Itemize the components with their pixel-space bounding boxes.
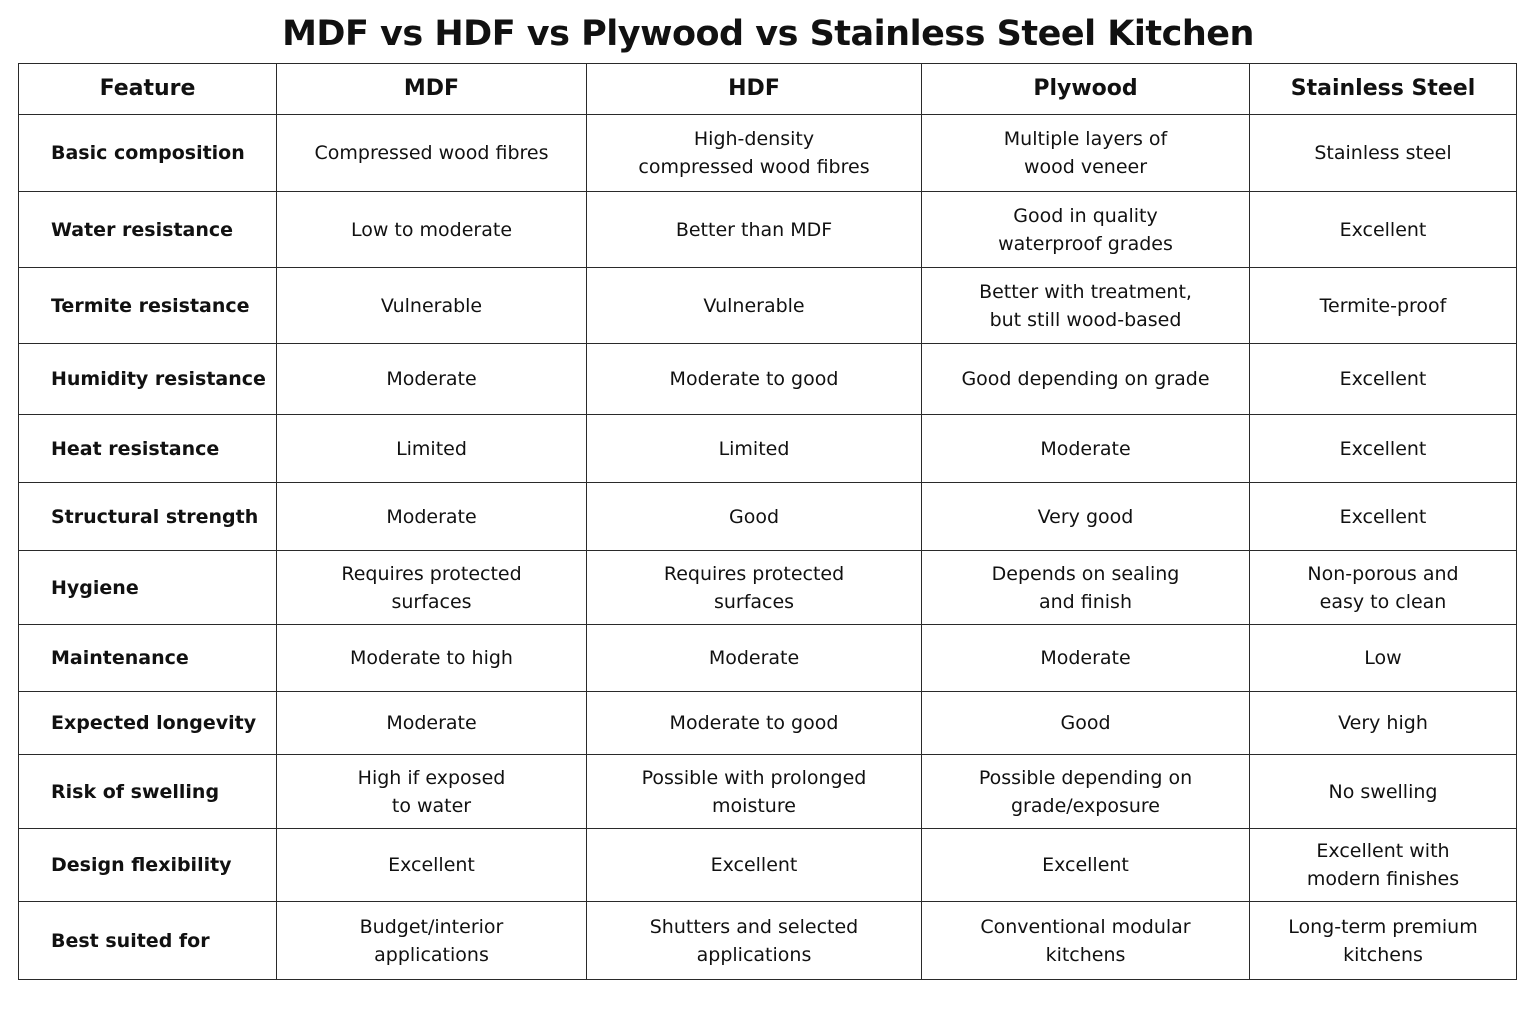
cell-stainless-steel: No swelling: [1249, 754, 1517, 829]
table-row: Expected longevity Moderate Moderate to go…: [18, 691, 1517, 755]
cell-plywood: Very good: [921, 482, 1250, 551]
cell-mdf: Compressed wood fibres: [276, 114, 587, 192]
header-plywood: Plywood: [921, 63, 1250, 115]
cell-stainless-steel: Non-porous and easy to clean: [1249, 550, 1517, 625]
cell-stainless-steel: Excellent: [1249, 414, 1517, 483]
cell-feature: Best suited for: [18, 901, 277, 980]
cell-hdf: High-density compressed wood fibres: [586, 114, 922, 192]
cell-mdf: High if exposed to water: [276, 754, 587, 829]
cell-stainless-steel: Termite-proof: [1249, 267, 1517, 344]
table-row: Heat resistance Limited Limited Moderate Exc…: [18, 414, 1517, 483]
cell-plywood: Excellent: [921, 828, 1250, 902]
table-row: Basic composition Compressed wood fibres H…: [18, 114, 1517, 192]
table-row: Water resistance Low to moderate Better th…: [18, 191, 1517, 268]
cell-plywood: Possible depending on grade/exposure: [921, 754, 1250, 829]
cell-feature: Risk of swelling: [18, 754, 277, 829]
cell-hdf: Good: [586, 482, 922, 551]
cell-hdf: Possible with prolonged moisture: [586, 754, 922, 829]
cell-plywood: Good: [921, 691, 1250, 755]
table-row: Hygiene Requires protected surfaces Requir…: [18, 550, 1517, 625]
cell-plywood: Conventional modular kitchens: [921, 901, 1250, 980]
cell-plywood: Moderate: [921, 624, 1250, 692]
table-header-row: Feature MDF HDF Plywood Stainless Steel: [18, 63, 1517, 115]
table-row: Best suited for Budget/interior applicati…: [18, 901, 1517, 980]
cell-mdf: Vulnerable: [276, 267, 587, 344]
header-hdf: HDF: [586, 63, 922, 115]
cell-feature: Maintenance: [18, 624, 277, 692]
cell-plywood: Good depending on grade: [921, 343, 1250, 415]
cell-mdf: Moderate: [276, 343, 587, 415]
cell-plywood: Moderate: [921, 414, 1250, 483]
cell-hdf: Vulnerable: [586, 267, 922, 344]
cell-hdf: Moderate: [586, 624, 922, 692]
header-stainless-steel: Stainless Steel: [1249, 63, 1517, 115]
cell-stainless-steel: Long-term premium kitchens: [1249, 901, 1517, 980]
cell-feature: Structural strength: [18, 482, 277, 551]
cell-feature: Heat resistance: [18, 414, 277, 483]
cell-hdf: Excellent: [586, 828, 922, 902]
cell-plywood: Depends on sealing and finish: [921, 550, 1250, 625]
cell-mdf: Excellent: [276, 828, 587, 902]
cell-mdf: Budget/interior applications: [276, 901, 587, 980]
cell-hdf: Limited: [586, 414, 922, 483]
cell-hdf: Better than MDF: [586, 191, 922, 268]
comparison-table: Feature MDF HDF Plywood Stainless Steel …: [18, 63, 1517, 980]
cell-hdf: Moderate to good: [586, 343, 922, 415]
header-mdf: MDF: [276, 63, 587, 115]
cell-feature: Hygiene: [18, 550, 277, 625]
cell-mdf: Moderate: [276, 691, 587, 755]
header-feature: Feature: [18, 63, 277, 115]
cell-mdf: Low to moderate: [276, 191, 587, 268]
page-title: MDF vs HDF vs Plywood vs Stainless Steel…: [282, 14, 1254, 54]
cell-feature: Design flexibility: [18, 828, 277, 902]
cell-plywood: Better with treatment, but still wood-ba…: [921, 267, 1250, 344]
cell-hdf: Shutters and selected applications: [586, 901, 922, 980]
cell-mdf: Requires protected surfaces: [276, 550, 587, 625]
cell-hdf: Requires protected surfaces: [586, 550, 922, 625]
cell-stainless-steel: Excellent: [1249, 343, 1517, 415]
cell-feature: Expected longevity: [18, 691, 277, 755]
cell-mdf: Moderate to high: [276, 624, 587, 692]
cell-mdf: Limited: [276, 414, 587, 483]
table-row: Humidity resistance Moderate Moderate to g…: [18, 343, 1517, 415]
cell-plywood: Multiple layers of wood veneer: [921, 114, 1250, 192]
cell-stainless-steel: Excellent: [1249, 191, 1517, 268]
cell-mdf: Moderate: [276, 482, 587, 551]
table-row: Maintenance Moderate to high Moderate Moder…: [18, 624, 1517, 692]
cell-hdf: Moderate to good: [586, 691, 922, 755]
cell-plywood: Good in quality waterproof grades: [921, 191, 1250, 268]
cell-stainless-steel: Excellent with modern finishes: [1249, 828, 1517, 902]
cell-stainless-steel: Stainless steel: [1249, 114, 1517, 192]
cell-feature: Basic composition: [18, 114, 277, 192]
cell-stainless-steel: Excellent: [1249, 482, 1517, 551]
table-row: Design flexibility Excellent Excellent Exce…: [18, 828, 1517, 902]
cell-stainless-steel: Very high: [1249, 691, 1517, 755]
table-row: Termite resistance Vulnerable Vulnerable Be…: [18, 267, 1517, 344]
cell-feature: Termite resistance: [18, 267, 277, 344]
table-row: Structural strength Moderate Good Very good…: [18, 482, 1517, 551]
cell-stainless-steel: Low: [1249, 624, 1517, 692]
cell-feature: Water resistance: [18, 191, 277, 268]
cell-feature: Humidity resistance: [18, 343, 277, 415]
table-row: Risk of swelling High if exposed to water…: [18, 754, 1517, 829]
